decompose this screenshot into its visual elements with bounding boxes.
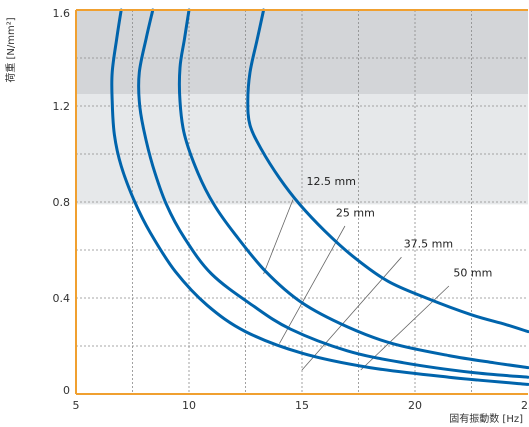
x-tick-label: 5 xyxy=(73,399,80,412)
axes xyxy=(75,9,528,395)
series-label-2: 37.5 mm xyxy=(404,238,453,251)
x-tick-label: 25 xyxy=(521,399,529,412)
leader-line-0 xyxy=(263,199,294,275)
series-label-0: 12.5 mm xyxy=(307,175,356,188)
leader-line-2 xyxy=(301,256,402,371)
series-group xyxy=(110,8,529,386)
y-tick-label: 0 xyxy=(63,384,70,397)
series-label-1: 25 mm xyxy=(336,206,375,219)
x-tick-label: 20 xyxy=(408,399,422,412)
x-tick-label: 10 xyxy=(182,399,196,412)
series-label-3: 50 mm xyxy=(453,266,492,279)
series-line-25-mm xyxy=(177,8,529,370)
y-axis-title: 荷重 [N/mm²] xyxy=(4,17,17,82)
series-line-50-mm xyxy=(110,8,529,386)
tick-labels: 5 10 15 20 25 0 0.4 0.8 1.2 1.6 xyxy=(53,7,529,412)
leader-line-1 xyxy=(279,225,346,344)
y-tick-label: 1.2 xyxy=(53,100,71,113)
series-line-12-5-mm xyxy=(246,8,529,334)
y-tick-label: 0.8 xyxy=(53,196,71,209)
annotation-leaders xyxy=(263,199,450,371)
series-line-37-5-mm xyxy=(137,8,529,379)
x-axis-title: 固有振動数 [Hz] xyxy=(449,412,523,425)
y-tick-label: 0.4 xyxy=(53,292,71,305)
y-tick-label: 1.6 xyxy=(53,7,71,20)
x-tick-label: 15 xyxy=(295,399,309,412)
annotation-labels: 12.5 mm 25 mm 37.5 mm 50 mm xyxy=(307,175,493,279)
